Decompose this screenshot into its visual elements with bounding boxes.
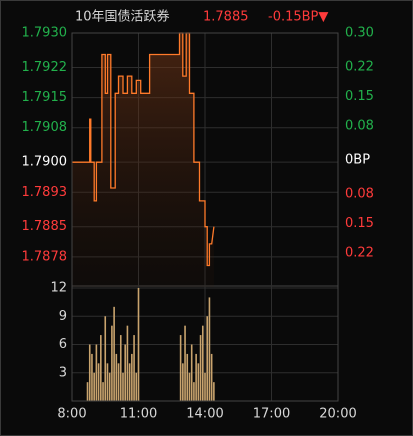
volume-bar (206, 316, 209, 401)
y2-tick-label: 0.15 (345, 216, 374, 231)
y-tick-label: 1.7908 (22, 120, 68, 135)
volume-bar (135, 372, 138, 401)
volume-bar (117, 363, 120, 401)
volume-bar (195, 353, 197, 401)
volume-bar (126, 325, 129, 401)
y-tick-label: 1.7885 (22, 219, 68, 234)
price-area (72, 33, 214, 287)
chart-title: 10年国债活跃券 (75, 9, 170, 25)
y2-tick-label: 0.22 (345, 246, 374, 261)
volume-bar (88, 344, 91, 401)
volume-bar (97, 363, 100, 401)
volume-bar (197, 363, 200, 401)
y2-tick-label: 0.08 (345, 186, 374, 201)
y-tick-label: 3 (59, 365, 67, 380)
volume-bar (115, 353, 118, 401)
volume-bar (100, 335, 102, 401)
volume-bar (201, 325, 204, 401)
volume-bar (182, 363, 184, 401)
x-tick-label: 8:00 (57, 407, 86, 422)
volume-bar (111, 325, 113, 401)
y-tick-label: 9 (59, 309, 67, 324)
y-tick-label: 1.7922 (22, 60, 68, 75)
y-tick-label: 1.7893 (22, 185, 68, 200)
x-tick-label: 14:00 (186, 407, 223, 422)
volume-bar (104, 316, 107, 401)
volume-bar (199, 335, 202, 401)
volume-bar (131, 353, 133, 401)
plot-border (71, 32, 339, 402)
volume-bar (113, 306, 115, 401)
volume-bar (208, 297, 211, 401)
y2-tick-label: 0.08 (345, 119, 374, 134)
y2-tick-label: 0BP (345, 153, 370, 168)
volume-bar (86, 382, 89, 401)
y-tick-label: 12 (50, 281, 67, 296)
volume-bar (190, 344, 193, 401)
volume-bar (108, 372, 111, 401)
x-tick-label: 17:00 (253, 407, 290, 422)
price-line (72, 32, 215, 267)
volume-bar (133, 335, 135, 401)
y-tick-label: 1.7900 (22, 155, 68, 170)
volume-bar (179, 335, 182, 401)
y2-tick-label: 0.22 (345, 59, 374, 74)
x-tick-label: 11:00 (120, 407, 157, 422)
x-tick-label: 20:00 (319, 407, 356, 422)
y-tick-label: 1.7930 (22, 26, 68, 41)
y-tick-label: 1.7915 (22, 90, 68, 105)
volume-bar (119, 335, 122, 401)
volume-bar (106, 363, 109, 401)
y-tick-label: 6 (59, 337, 67, 352)
volume-bar (102, 382, 104, 401)
volume-bar (213, 382, 215, 401)
change: -0.15BP▼ (268, 10, 328, 25)
volume-bar (186, 353, 189, 401)
volume-bar (193, 382, 195, 401)
volume-bar (122, 372, 124, 401)
y2-tick-label: 0.30 (345, 26, 374, 41)
volume-bar (184, 325, 186, 401)
volume-bar (210, 353, 213, 401)
volume-bar (95, 344, 98, 401)
volume-bar (204, 372, 206, 401)
y-tick-label: 1.7878 (22, 249, 68, 264)
last-price: 1.7885 (203, 10, 249, 25)
y2-tick-label: 0.15 (345, 89, 374, 104)
volume-bar (93, 372, 95, 401)
volume-bar (188, 372, 191, 401)
volume-bar (91, 353, 93, 401)
volume-bar (124, 344, 126, 401)
volume-bar (128, 363, 131, 401)
volume-bar (137, 288, 140, 401)
